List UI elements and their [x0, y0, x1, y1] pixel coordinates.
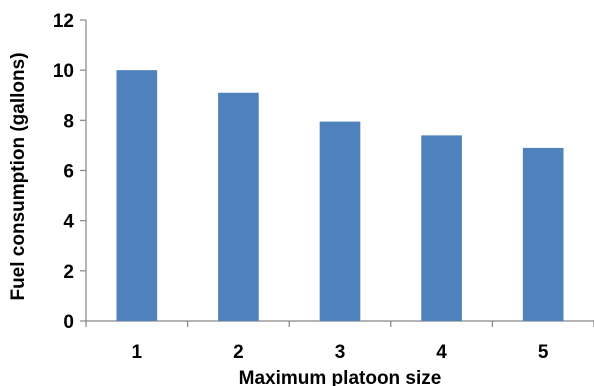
- y-tick-label: 4: [63, 212, 74, 233]
- y-tick-label: 6: [63, 162, 74, 183]
- y-tick-label: 12: [53, 11, 74, 32]
- x-tick-label: 1: [132, 342, 143, 363]
- bar-5: [522, 147, 564, 321]
- bar-1: [116, 70, 158, 322]
- x-tick-label: 2: [233, 342, 244, 363]
- y-axis: 0 2 4 6 8 10 12: [53, 11, 87, 333]
- bar-4: [421, 135, 462, 321]
- x-axis: 1 2 3 4 5: [85, 320, 594, 363]
- y-tick-label: 2: [63, 262, 74, 283]
- bars: [116, 70, 564, 322]
- y-tick-label: 10: [53, 61, 74, 82]
- x-tick-label: 3: [335, 342, 346, 363]
- y-tick-label: 0: [63, 312, 74, 333]
- bar-3: [319, 121, 361, 322]
- y-tick-label: 8: [63, 111, 74, 132]
- bar-2: [218, 92, 259, 321]
- x-axis-title: Maximum platoon size: [239, 368, 442, 386]
- y-axis-title: Fuel consumption (gallons): [8, 52, 29, 300]
- x-tick-label: 4: [436, 342, 447, 363]
- x-tick-label: 5: [538, 342, 549, 363]
